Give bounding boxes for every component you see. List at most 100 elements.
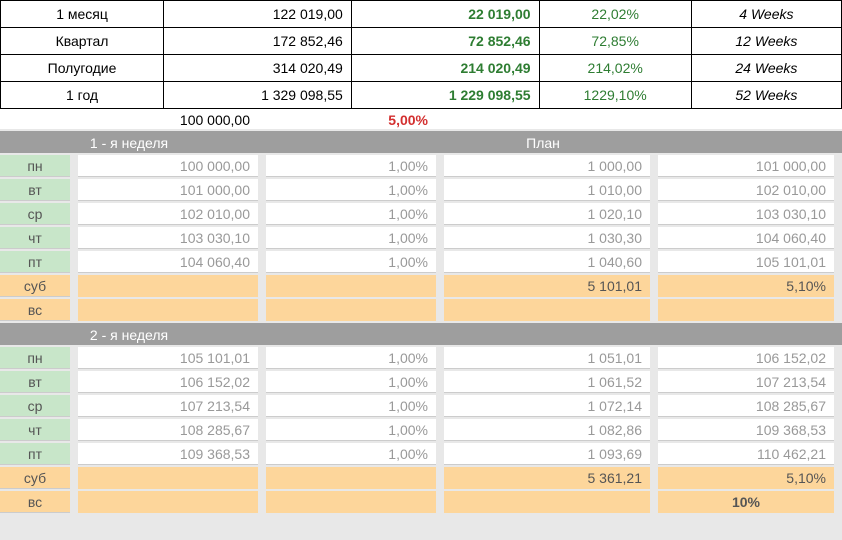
day-row: ср107 213,541,00%1 072,14108 285,67 xyxy=(0,395,842,417)
cell-rate xyxy=(266,275,436,297)
cell-rate: 1,00% xyxy=(266,179,436,201)
cell-start: 100 000,00 xyxy=(78,155,258,177)
day-label: чт xyxy=(0,419,70,441)
day-row: суб5 101,015,10% xyxy=(0,275,842,297)
cell-gain: 1 082,86 xyxy=(444,419,650,441)
week-title-right xyxy=(436,323,650,345)
base-amount: 100 000,00 xyxy=(70,109,258,129)
day-row: вт 106 152,02 1,00% 1 061,52 107 213,54 xyxy=(0,371,842,393)
cell-rate: 1,00% xyxy=(266,251,436,273)
day-label: вт xyxy=(0,179,70,201)
base-row: 100 000,00 5,00% xyxy=(0,109,842,129)
cell-start xyxy=(78,275,258,297)
summary-cell-pct: 72,85% xyxy=(539,28,691,55)
cell-end: 5,10% xyxy=(658,275,834,297)
summary-row: 1 год1 329 098,551 229 098,551229,10%52 … xyxy=(1,82,842,109)
day-label: суб xyxy=(0,467,70,489)
cell-start: 105 101,01 xyxy=(78,347,258,369)
cell-end: 107 213,54 xyxy=(658,371,834,393)
day-row: суб 5 361,21 5,10% xyxy=(0,467,842,489)
summary-cell-profit: 72 852,46 xyxy=(351,28,539,55)
day-row: чт 108 285,67 1,00% 1 082,86 109 368,53 xyxy=(0,419,842,441)
week-block: 2 - я неделяпн105 101,011,00%1 051,01106… xyxy=(0,323,842,513)
summary-cell-profit: 22 019,00 xyxy=(351,1,539,28)
day-row: пт 109 368,53 1,00% 1 093,69 110 462,21 xyxy=(0,443,842,465)
cell-gain: 5 361,21 xyxy=(444,467,650,489)
cell-gain: 1 093,69 xyxy=(444,443,650,465)
cell-gain: 1 040,60 xyxy=(444,251,650,273)
summary-cell-profit: 214 020,49 xyxy=(351,55,539,82)
summary-cell-label: 1 год xyxy=(1,82,164,109)
summary-cell-amount: 1 329 098,55 xyxy=(164,82,352,109)
summary-cell-pct: 1229,10% xyxy=(539,82,691,109)
summary-cell-amount: 314 020,49 xyxy=(164,55,352,82)
cell-start: 104 060,40 xyxy=(78,251,258,273)
cell-end: 5,10% xyxy=(658,467,834,489)
cell-rate: 1,00% xyxy=(266,419,436,441)
cell-start: 102 010,00 xyxy=(78,203,258,225)
cell-gain: 1 010,00 xyxy=(444,179,650,201)
summary-cell-profit: 1 229 098,55 xyxy=(351,82,539,109)
day-label: вт xyxy=(0,371,70,393)
cell-start: 106 152,02 xyxy=(78,371,258,393)
cell-rate: 1,00% xyxy=(266,227,436,249)
summary-row: 1 месяц122 019,0022 019,0022,02%4 Weeks xyxy=(1,1,842,28)
cell-end: 108 285,67 xyxy=(658,395,834,417)
summary-table: 1 месяц122 019,0022 019,0022,02%4 WeeksК… xyxy=(0,0,842,109)
cell-rate xyxy=(266,467,436,489)
cell-start: 108 285,67 xyxy=(78,419,258,441)
cell-gain: 1 000,00 xyxy=(444,155,650,177)
cell-end: 102 010,00 xyxy=(658,179,834,201)
cell-gain: 1 061,52 xyxy=(444,371,650,393)
day-label: чт xyxy=(0,227,70,249)
cell-rate: 1,00% xyxy=(266,443,436,465)
day-row: вт101 000,001,00%1 010,00102 010,00 xyxy=(0,179,842,201)
cell-end: 103 030,10 xyxy=(658,203,834,225)
cell-gain: 5 101,01 xyxy=(444,275,650,297)
cell-rate: 1,00% xyxy=(266,371,436,393)
week-block: 1 - я неделя План пн 100 000,00 1,00% 1 000,0… xyxy=(0,131,842,321)
week-title-right: План xyxy=(436,131,650,153)
day-label: пн xyxy=(0,155,70,177)
day-label: ср xyxy=(0,203,70,225)
day-row: вс xyxy=(0,299,842,321)
day-row: пн105 101,011,00%1 051,01106 152,02 xyxy=(0,347,842,369)
summary-cell-label: Полугодие xyxy=(1,55,164,82)
summary-cell-weeks: 24 Weeks xyxy=(691,55,841,82)
cell-end: 105 101,01 xyxy=(658,251,834,273)
day-label: пн xyxy=(0,347,70,369)
cell-rate xyxy=(266,299,436,321)
cell-start xyxy=(78,491,258,513)
cell-end xyxy=(658,299,834,321)
summary-cell-label: 1 месяц xyxy=(1,1,164,28)
summary-cell-weeks: 52 Weeks xyxy=(691,82,841,109)
day-label: пт xyxy=(0,251,70,273)
summary-row: Квартал172 852,4672 852,4672,85%12 Weeks xyxy=(1,28,842,55)
cell-end: 109 368,53 xyxy=(658,419,834,441)
day-row: ср102 010,001,00%1 020,10103 030,10 xyxy=(0,203,842,225)
cell-start xyxy=(78,299,258,321)
summary-cell-weeks: 12 Weeks xyxy=(691,28,841,55)
cell-start: 109 368,53 xyxy=(78,443,258,465)
cell-end: 104 060,40 xyxy=(658,227,834,249)
cell-gain xyxy=(444,491,650,513)
summary-cell-label: Квартал xyxy=(1,28,164,55)
day-label: пт xyxy=(0,443,70,465)
week-title-left: 1 - я неделя xyxy=(0,131,258,153)
summary-cell-pct: 22,02% xyxy=(539,1,691,28)
day-label: вс xyxy=(0,491,70,513)
day-label: вс xyxy=(0,299,70,321)
cell-rate: 1,00% xyxy=(266,347,436,369)
cell-end: 10% xyxy=(658,491,834,513)
cell-rate: 1,00% xyxy=(266,395,436,417)
day-row: вс 10% xyxy=(0,491,842,513)
cell-gain: 1 072,14 xyxy=(444,395,650,417)
cell-start: 103 030,10 xyxy=(78,227,258,249)
day-row: пт 104 060,40 1,00% 1 040,60 105 101,01 xyxy=(0,251,842,273)
week-header: 1 - я неделя План xyxy=(0,131,842,153)
cell-end: 101 000,00 xyxy=(658,155,834,177)
cell-gain: 1 051,01 xyxy=(444,347,650,369)
cell-end: 110 462,21 xyxy=(658,443,834,465)
day-row: чт103 030,101,00%1 030,30104 060,40 xyxy=(0,227,842,249)
cell-gain xyxy=(444,299,650,321)
